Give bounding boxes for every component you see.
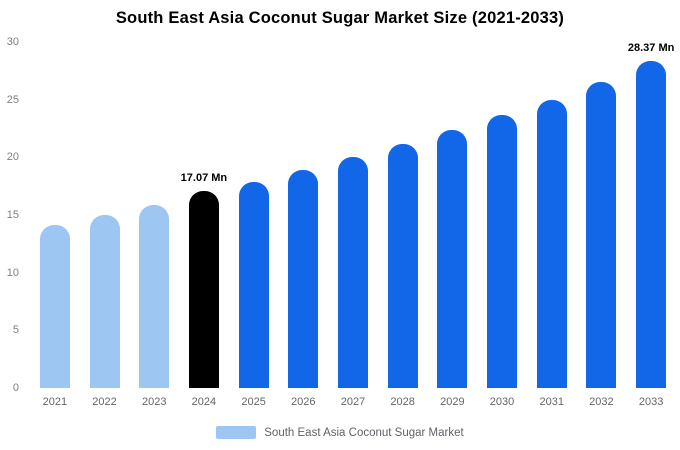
y-tick-label: 0 [12, 382, 19, 394]
bar-column [527, 42, 577, 388]
y-tick-label: 30 [6, 36, 19, 48]
bar-column [577, 42, 627, 388]
bar-2033 [636, 60, 667, 388]
bar-column [278, 42, 328, 388]
y-tick-label: 20 [6, 151, 19, 164]
x-tick-label: 2032 [589, 396, 614, 408]
y-tick-label: 5 [12, 324, 19, 337]
bar-column [129, 42, 179, 388]
bar-column [378, 42, 428, 388]
y-tick-label: 15 [6, 209, 19, 221]
x-tick-label: 2033 [638, 396, 664, 408]
plot-area: 17.07 Mn 28.37 Mn [30, 42, 676, 388]
legend: South East Asia Coconut Sugar Market [0, 426, 680, 439]
bar-column [477, 42, 527, 388]
y-tick-label: 10 [6, 266, 19, 279]
x-tick-label: 2023 [141, 396, 167, 408]
x-tick-label: 2022 [92, 396, 117, 408]
x-tick-label: 2031 [539, 396, 564, 408]
legend-swatch [216, 426, 257, 439]
x-tick-label: 2028 [390, 396, 415, 408]
bar-column [428, 42, 478, 388]
x-tick-label: 2026 [291, 396, 316, 408]
y-axis: 0 5 10 15 20 25 30 [0, 36, 24, 394]
bar-2026 [288, 170, 319, 388]
bar-2031 [536, 99, 567, 388]
bar-column [30, 42, 80, 388]
x-tick-label: 2027 [340, 396, 366, 408]
chart-title: South East Asia Coconut Sugar Market Siz… [115, 9, 565, 27]
bar-2021 [39, 225, 70, 388]
bar-column: 28.37 Mn [626, 42, 676, 388]
bar-2024 [188, 191, 219, 388]
bar-value-label: 17.07 Mn [180, 172, 228, 185]
x-tick-label: 2024 [191, 396, 217, 408]
x-tick-label: 2021 [42, 396, 68, 408]
bar-2032 [586, 82, 617, 388]
bar-2025 [238, 181, 269, 388]
bar-value-label: 28.37 Mn [627, 41, 675, 54]
x-tick-label: 2030 [489, 396, 515, 408]
bar-2027 [337, 157, 368, 388]
bar-2030 [487, 114, 518, 388]
x-tick-label: 2029 [440, 396, 465, 408]
x-axis: 2021 2022 2023 2024 2025 2026 2027 2028 2029 2030… [30, 396, 676, 408]
bar-2028 [387, 143, 418, 388]
bar-column [229, 42, 279, 388]
legend-label: South East Asia Coconut Sugar Market [264, 426, 464, 439]
bar-column [80, 42, 130, 388]
bar-column: 17.07 Mn [179, 42, 229, 388]
bar-2022 [89, 215, 120, 388]
y-tick-label: 25 [6, 93, 19, 106]
x-tick-label: 2025 [241, 396, 266, 408]
bar-2029 [437, 129, 468, 388]
bar-2023 [139, 204, 170, 388]
bar-column [328, 42, 378, 388]
